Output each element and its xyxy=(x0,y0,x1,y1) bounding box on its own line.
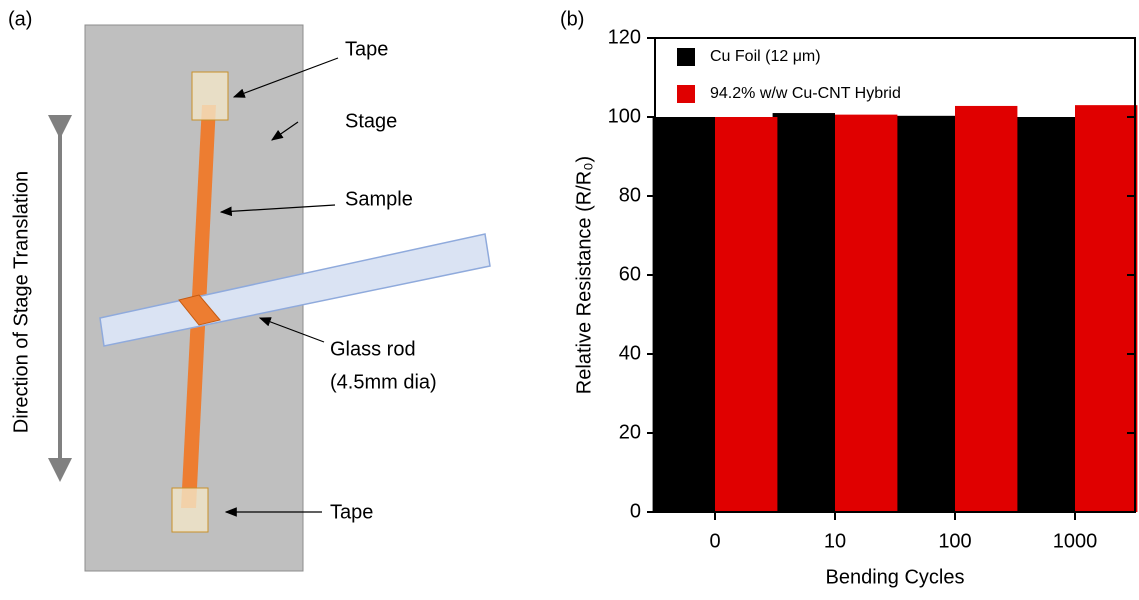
label: Tape xyxy=(330,501,373,523)
bar xyxy=(715,117,778,512)
x-tick-label: 1000 xyxy=(1053,530,1098,552)
sample-on-rod xyxy=(178,294,221,326)
pointer xyxy=(232,57,339,98)
label: Glass rod xyxy=(330,338,416,360)
label: (4.5mm dia) xyxy=(330,371,437,393)
tape xyxy=(191,71,229,121)
pointer xyxy=(258,317,325,343)
y-tick-label: 80 xyxy=(619,184,641,206)
plot-frame xyxy=(654,37,1136,513)
x-axis-label: Bending Cycles xyxy=(826,566,965,588)
x-tick-label: 10 xyxy=(824,530,846,552)
pointers xyxy=(219,57,339,517)
pointer xyxy=(219,204,336,217)
bar xyxy=(1012,117,1075,512)
x-tick-label: 0 xyxy=(709,530,720,552)
bar xyxy=(1075,105,1138,513)
legend-swatch xyxy=(677,48,695,66)
legend-swatch xyxy=(677,85,695,103)
panel-label: (a) xyxy=(8,8,32,30)
legend-label: Cu Foil (12 μm) xyxy=(710,48,821,65)
direction-label: Direction of Stage Translation xyxy=(10,171,32,433)
label: Stage xyxy=(345,110,397,132)
label: Sample xyxy=(345,188,413,210)
bar xyxy=(892,115,955,512)
y-tick-label: 20 xyxy=(619,421,641,443)
panel-a: (a) Direction of Stage Translation Tape … xyxy=(8,8,491,572)
bar xyxy=(652,117,715,512)
y-tick-label: 40 xyxy=(619,342,641,364)
bar xyxy=(955,105,1018,512)
pointer xyxy=(271,121,299,141)
label: Tape xyxy=(345,38,388,60)
panel-b: (b) Bending Cycles Relative Resistance (… xyxy=(560,8,1138,588)
bar xyxy=(835,114,898,512)
tape xyxy=(171,487,209,533)
y-tick-label: 100 xyxy=(608,105,641,127)
y-tick-label: 0 xyxy=(630,500,641,522)
y-tick-label: 60 xyxy=(619,263,641,285)
legend-label: 94.2% w/w Cu-CNT Hybrid xyxy=(710,85,901,102)
y-tick-label: 120 xyxy=(608,26,641,48)
bar xyxy=(772,113,835,513)
y-axis-label: Relative Resistance (R/R₀) xyxy=(573,156,595,394)
x-tick-label: 100 xyxy=(938,530,971,552)
panel-label: (b) xyxy=(560,8,584,30)
